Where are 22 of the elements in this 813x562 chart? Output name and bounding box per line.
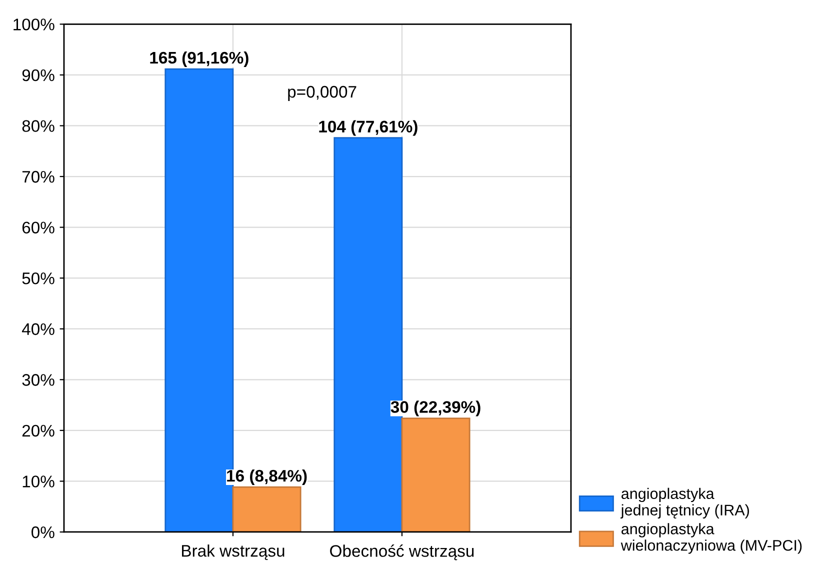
y-tick-label: 50%: [22, 272, 54, 284]
y-tick-label: 40%: [22, 323, 54, 336]
x-tick-label: Obecność wstrząsu: [330, 544, 474, 560]
x-tick-label: Brak wstrząsu: [182, 544, 284, 560]
y-tick-label: 100%: [14, 18, 54, 30]
y-tick-label: 90%: [22, 69, 54, 82]
bar: [401, 418, 470, 532]
data-label: 30 (22,39%): [390, 400, 480, 416]
y-tick-label: 30%: [22, 374, 54, 386]
y-tick-label: 60%: [22, 222, 54, 234]
data-label: 104 (77,61%): [319, 120, 418, 136]
y-tick-label: 10%: [22, 476, 54, 488]
y-tick-label: 20%: [22, 424, 54, 437]
data-label: 165 (91,16%): [150, 51, 248, 67]
y-tick-label: 0%: [32, 526, 54, 538]
annotation: p=0,0007: [288, 86, 356, 101]
data-label: 16 (8,84%): [227, 469, 307, 486]
y-tick-label: 80%: [22, 120, 54, 132]
legend-label: angioplastyka wielonaczyniowa (MV-PCI): [620, 523, 802, 554]
legend-label: angioplastyka jednej tętnicy (IRA): [620, 488, 749, 519]
y-tick-label: 70%: [22, 170, 54, 183]
bar: [232, 486, 302, 532]
